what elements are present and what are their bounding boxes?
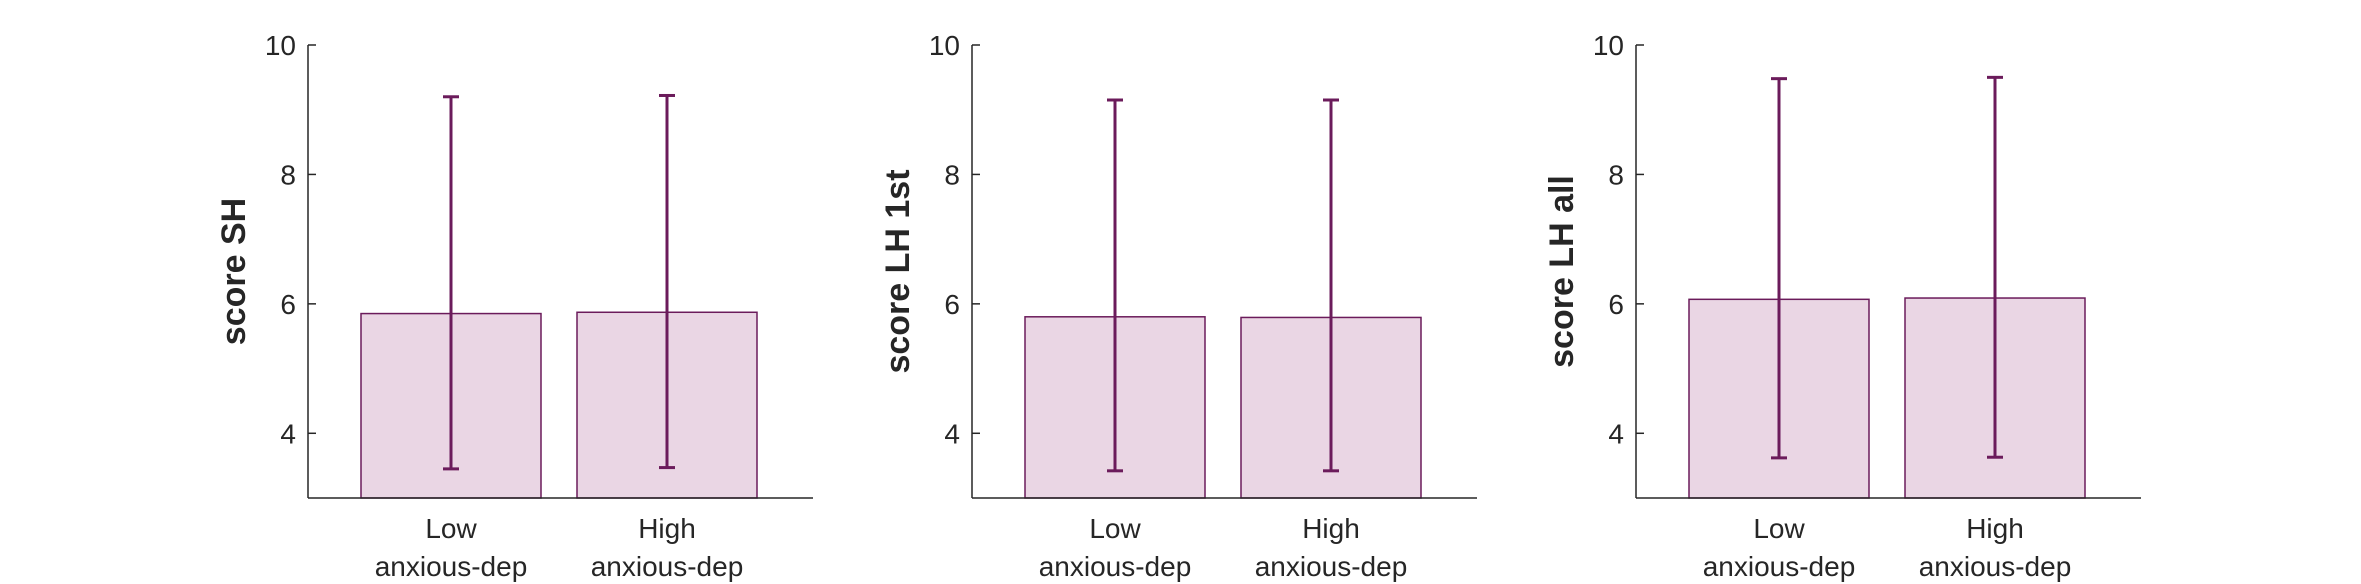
y-tick-label: 8 [944,159,960,190]
x-tick-label-high: High anxious-dep [1919,513,2072,582]
y-tick-label: 6 [944,289,960,320]
y-axis-label: score LH 1st [879,169,917,373]
y-tick-label: 4 [280,418,296,449]
y-axis-label: score LH all [1543,175,1581,368]
y-tick-label: 4 [944,418,960,449]
errorbar-high [1323,98,1339,473]
y-tick-label: 6 [1608,289,1624,320]
x-tick-label-low: Low anxious-dep [1703,513,1856,582]
y-tick-label: 4 [1608,418,1624,449]
y-tick-label: 10 [929,30,960,61]
x-tick-label-high: High anxious-dep [1255,513,1408,582]
y-tick-label: 6 [280,289,296,320]
y-tick-label: 8 [280,159,296,190]
y-axis-label: score SH [215,198,253,345]
x-tick-label-low: Low anxious-dep [1039,513,1192,582]
chart-panel-3: 4 6 8 10 Low anxious-dep High anxious-dep score … [1543,30,2141,582]
y-tick-label: 10 [1593,30,1624,61]
y-tick-label: 8 [1608,159,1624,190]
x-tick-label-high: High anxious-dep [591,513,744,582]
errorbar-low [1107,98,1123,473]
y-tick-label: 10 [265,30,296,61]
errorbar-high [1987,75,2003,459]
chart-panel-2: 4 6 8 10 Low anxious-dep High anxious-dep score … [879,30,1477,582]
x-tick-label-low: Low anxious-dep [375,513,528,582]
chart-panel-1: 4 6 8 10 Low anxious-dep High anxious-dep score … [215,30,813,582]
errorbar-high [659,93,675,470]
errorbar-low [1771,77,1787,460]
errorbar-low [443,95,459,471]
